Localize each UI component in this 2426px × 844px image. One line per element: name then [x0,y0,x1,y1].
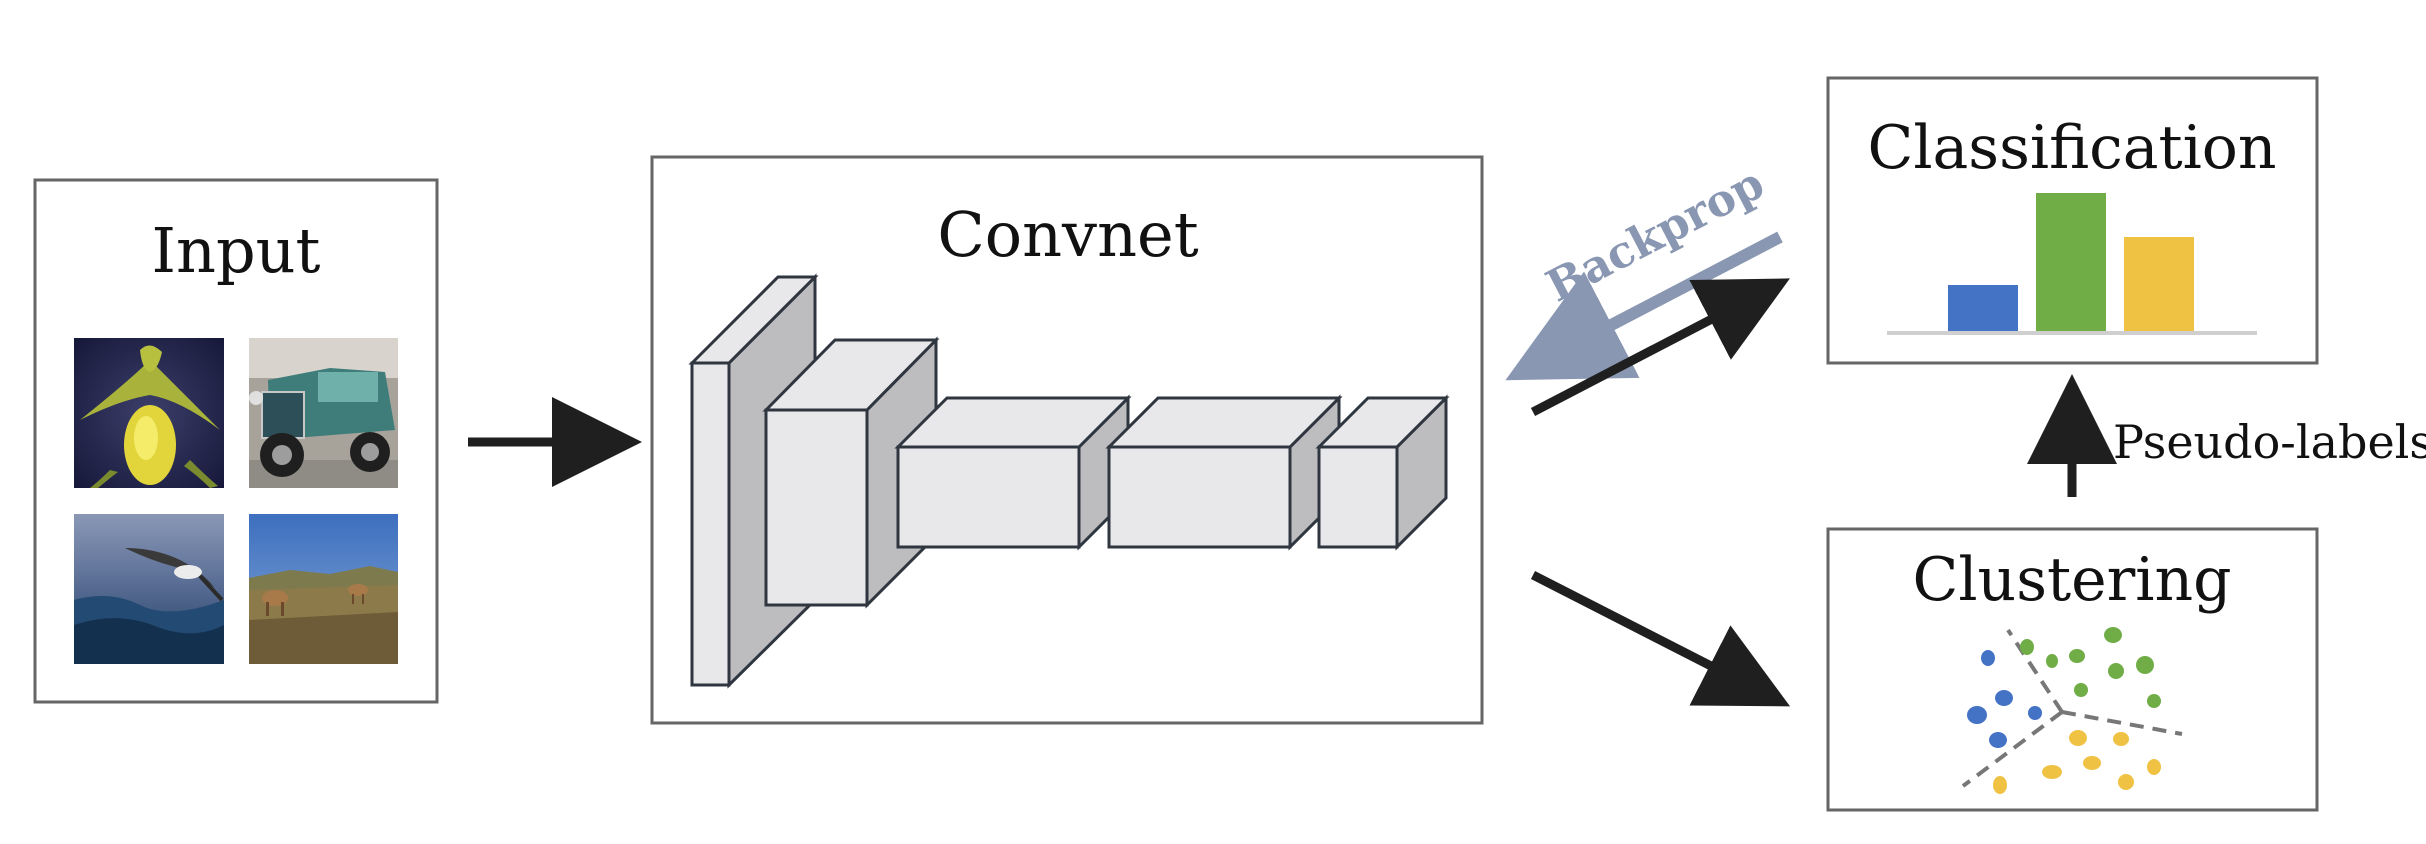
cluster-point [2147,694,2161,708]
cluster-point [2083,756,2101,770]
cluster-point [2104,627,2122,643]
cluster-point [1989,732,2007,748]
cluster-point [1981,650,1995,666]
classification-bar-3 [2124,237,2194,331]
pseudo-labels-label: Pseudo-labels [2113,415,2426,469]
conv-layer-5 [1315,394,1450,551]
cluster-point [2074,683,2088,697]
classification-title: Classification [1867,113,2276,183]
cluster-point [2046,654,2058,668]
convnet-title: Convnet [937,198,1198,271]
classification-panel: Classification [1826,76,2319,365]
cluster-point [2020,639,2034,655]
classification-bar-2 [2036,193,2106,331]
deer-image [249,514,398,664]
cluster-point [2147,759,2161,775]
cluster-point [2042,765,2062,779]
cluster-point [1967,706,1987,724]
cluster-point [2108,663,2124,679]
convnet-panel: Convnet [650,155,1484,725]
pseudo-labels-group: Pseudo-labels [2027,374,2426,497]
cluster-green [2020,627,2161,708]
backprop-label: Backprop [1538,158,1772,313]
conv-layer-4 [1105,394,1343,551]
cluster-point [2118,774,2134,790]
cluster-point [1993,776,2007,794]
input-title: Input [152,214,321,287]
cluster-blue [1967,650,2042,748]
backprop-arrow [1505,231,1783,381]
flower-image [74,338,224,488]
convnet-to-classification-arrow [1530,278,1790,416]
cluster-yellow [1993,730,2161,794]
cluster-point [1995,690,2013,706]
classification-bars [1948,193,2194,331]
car-image [249,338,398,488]
cluster-point [2069,730,2087,746]
cluster-point [2136,656,2154,674]
cluster-boundaries [1961,628,2183,788]
cluster-point [2028,706,2042,720]
backprop-arrow-group: Backprop [1505,158,1783,381]
convnet-to-clustering-arrow [1530,570,1791,707]
clustering-panel-border [1826,527,2319,812]
classification-bar-1 [1948,285,2018,331]
input-panel: Input [33,178,439,704]
cluster-point [2069,649,2085,663]
bird-image [74,514,224,664]
conv-layer-3 [894,394,1132,551]
clustering-title: Clustering [1912,545,2231,615]
cluster-point [2113,732,2129,746]
clustering-panel: Clustering [1826,527,2319,812]
